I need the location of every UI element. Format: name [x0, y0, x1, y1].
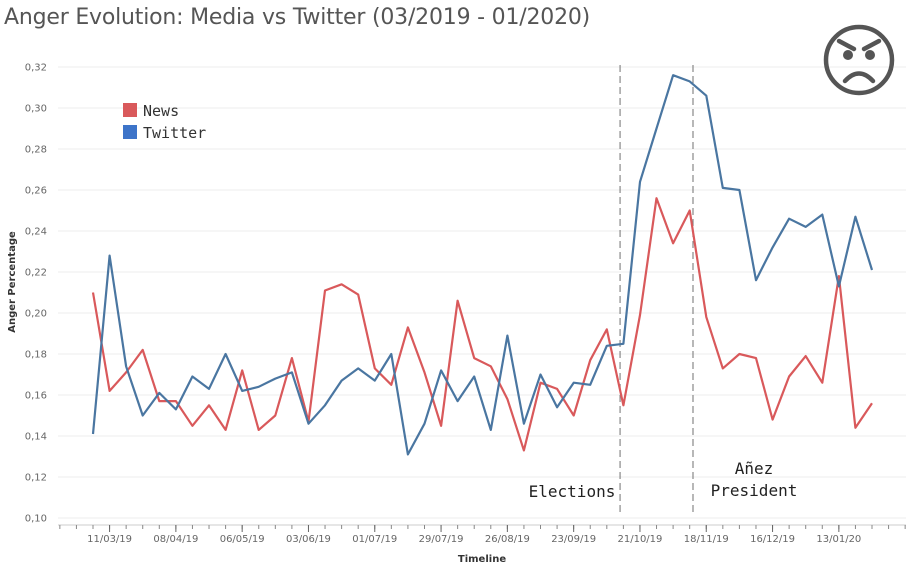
gridlines: [58, 66, 906, 519]
y-tick-label: 0,18: [25, 350, 47, 361]
x-tick-label: 03/06/19: [286, 534, 331, 545]
y-tick-label: 0,14: [25, 432, 47, 443]
series-line-twitter: [91, 74, 874, 456]
x-tick-label: 18/11/19: [684, 534, 729, 545]
y-axis-label: Anger Percentage: [7, 231, 18, 333]
annotation-label: Elections: [529, 482, 616, 501]
x-tick-label: 16/12/19: [750, 534, 795, 545]
angry-face-icon: [823, 24, 895, 96]
legend-label-twitter: Twitter: [143, 124, 206, 142]
y-tick-label: 0,10: [25, 514, 47, 525]
x-tick-label: 26/08/19: [485, 534, 530, 545]
x-tick-label: 13/01/20: [816, 534, 861, 545]
x-axis-label: Timeline: [458, 554, 506, 565]
legend-swatch-news: [123, 103, 137, 117]
y-axis-ticks: 0,10 0,12 0,14 0,16 0,18 0,20 0,22 0,24 0,26 0,28…: [25, 63, 47, 525]
x-tick-label: 29/07/19: [419, 534, 464, 545]
series-lines: [91, 74, 874, 456]
y-tick-label: 0,22: [25, 268, 47, 279]
y-tick-label: 0,32: [25, 63, 47, 74]
x-tick-label: 11/03/19: [87, 534, 132, 545]
y-tick-label: 0,16: [25, 391, 47, 402]
x-axis: 11/03/19 08/04/19 06/05/19 03/06/19 01/07/19…: [58, 524, 906, 545]
x-tick-label: 08/04/19: [153, 534, 198, 545]
legend-label-news: News: [143, 102, 179, 120]
y-tick-label: 0,28: [25, 145, 47, 156]
y-tick-label: 0,24: [25, 227, 47, 238]
x-tick-label: 06/05/19: [220, 534, 265, 545]
y-tick-label: 0,20: [25, 309, 47, 320]
annotation-label: Añez: [735, 459, 774, 478]
legend-swatch-twitter: [123, 125, 137, 139]
x-tick-label: 23/09/19: [551, 534, 596, 545]
y-tick-label: 0,26: [25, 186, 47, 197]
chart-title: Anger Evolution: Media vs Twitter (03/20…: [4, 5, 591, 30]
x-tick-label: 21/10/19: [617, 534, 662, 545]
y-tick-label: 0,12: [25, 473, 47, 484]
y-tick-label: 0,30: [25, 104, 47, 115]
annotations: Elections Añez President: [529, 459, 798, 501]
event-lines: [619, 65, 694, 515]
legend: News Twitter: [123, 102, 206, 142]
annotation-label: President: [711, 481, 798, 500]
series-line-news: [91, 197, 873, 452]
x-tick-label: 01/07/19: [352, 534, 397, 545]
